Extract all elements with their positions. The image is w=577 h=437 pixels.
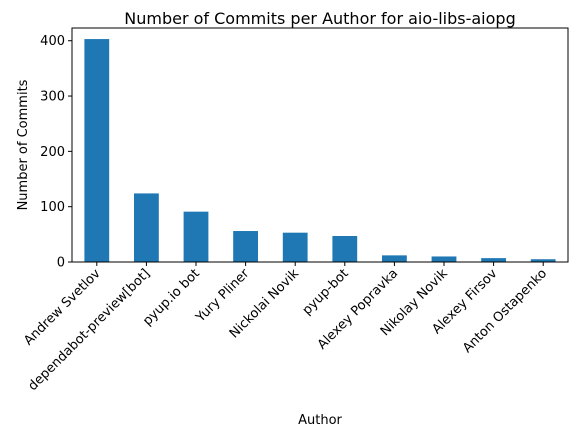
bar (431, 256, 457, 262)
bar (134, 193, 159, 262)
x-tick-label: Anton Ostapenko (460, 266, 550, 356)
bar (332, 236, 358, 262)
x-tick-label: pyup-bot (300, 266, 352, 318)
y-axis: 0 100 200 300 400 (40, 34, 72, 271)
x-axis-label: Author (298, 413, 342, 428)
bar (233, 231, 258, 262)
x-axis: Andrew Svetlovdependabot-preview[bot]pyu… (21, 262, 550, 394)
chart-title: Number of Commits per Author for aio-lib… (124, 9, 515, 28)
bar (282, 232, 308, 262)
bar (382, 255, 407, 262)
y-tick-label: 200 (40, 145, 65, 160)
bar (183, 211, 209, 262)
bar (84, 39, 110, 263)
y-tick-label: 300 (40, 90, 65, 105)
bar (481, 258, 506, 262)
y-tick-label: 100 (40, 200, 65, 215)
y-tick-label: 0 (57, 256, 65, 271)
plot-frame (71, 27, 569, 263)
bars-group (84, 39, 556, 263)
y-axis-label: Number of Commits (16, 79, 31, 210)
bar (530, 259, 556, 262)
y-tick-label: 400 (40, 34, 65, 49)
